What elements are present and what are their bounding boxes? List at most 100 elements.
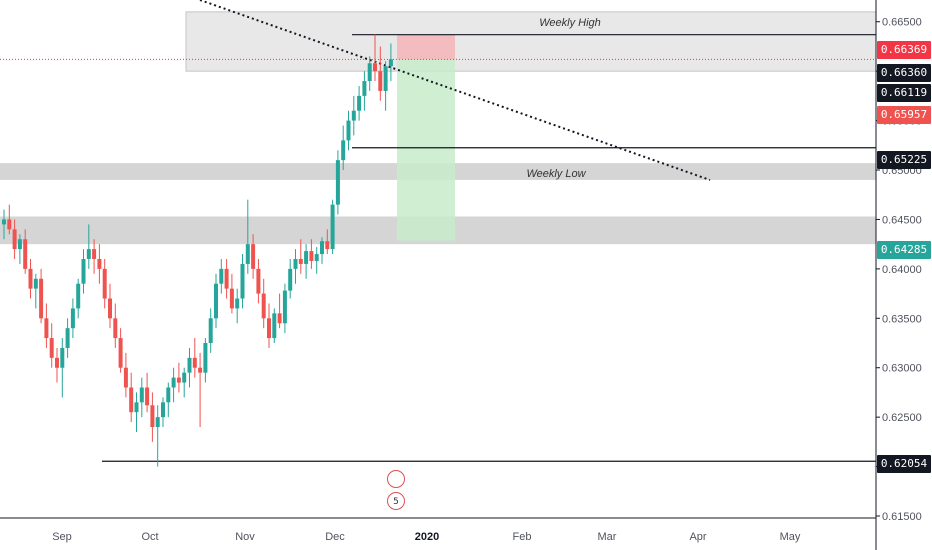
y-tick-label: 0.62500 (882, 412, 922, 424)
candle-body (378, 71, 383, 91)
event-icon-earth[interactable] (387, 470, 405, 488)
x-tick-label: Sep (52, 531, 72, 543)
candle-body (330, 204, 335, 250)
stop-loss-zone (397, 34, 455, 60)
candle-body (97, 258, 102, 269)
candle-body (261, 293, 266, 319)
candle-body (314, 254, 319, 261)
y-tick-label: 0.64500 (882, 214, 922, 226)
candle-body (320, 241, 324, 255)
candle-body (176, 377, 181, 383)
candle-body (388, 59, 393, 67)
candle-body (346, 120, 351, 141)
candle-body (86, 249, 91, 259)
candle-body (256, 268, 261, 294)
candle-body (161, 402, 165, 418)
candle-body (39, 278, 44, 319)
candle-body (267, 318, 271, 339)
y-tick-label: 0.64000 (882, 264, 922, 276)
candle-body (282, 290, 287, 324)
candle-body (92, 249, 97, 259)
price-label: 0.66360 (877, 64, 931, 82)
candle-body (182, 372, 187, 383)
candle-body (357, 95, 362, 111)
price-label: 0.64285 (877, 241, 931, 259)
candle-body (113, 318, 118, 339)
candle-body (383, 66, 388, 91)
zone-label-1: Weekly Low (526, 168, 586, 180)
candle-body (219, 268, 224, 284)
candle-body (145, 387, 150, 406)
candle-body (272, 313, 277, 339)
candle-body (102, 268, 107, 299)
candle-body (277, 313, 282, 324)
candle-body (224, 268, 229, 289)
candle-body (341, 140, 346, 161)
x-tick-label: 2020 (415, 531, 439, 543)
x-tick-label: Apr (689, 531, 706, 543)
take-profit-zone (397, 59, 455, 241)
candle-body (23, 239, 28, 269)
candle-body (70, 308, 75, 329)
x-tick-label: Nov (235, 531, 255, 543)
candle-body (309, 251, 314, 261)
candle-body (12, 229, 17, 250)
candle-body (155, 417, 160, 428)
candle-body (166, 387, 171, 403)
candle-body (362, 81, 367, 96)
candle-body (139, 387, 144, 403)
candle-body (65, 328, 70, 348)
candle-body (44, 318, 49, 339)
candle-body (293, 258, 298, 269)
x-tick-label: May (780, 531, 801, 543)
zone-0 (185, 11, 877, 72)
candle-body (229, 288, 234, 309)
candle-body (171, 377, 176, 388)
candle-body (49, 338, 54, 358)
x-tick-label: Mar (598, 531, 617, 543)
y-tick-label: 0.63500 (882, 313, 922, 325)
candle-body (373, 63, 377, 72)
y-tick-label: 0.66500 (882, 17, 922, 29)
candle-body (192, 357, 197, 368)
candle-body (351, 110, 356, 121)
candle-body (325, 241, 330, 250)
candle-body (367, 63, 372, 82)
candle-body (118, 338, 123, 368)
x-tick-label: Feb (513, 531, 532, 543)
price-label: 0.66369 (877, 41, 931, 59)
x-tick-label: Oct (141, 531, 158, 543)
candle-body (245, 244, 250, 264)
candle-body (304, 251, 309, 264)
candle-body (203, 343, 208, 373)
event-icon-us[interactable]: 5 (387, 492, 405, 510)
candle-body (208, 318, 213, 344)
price-label: 0.62054 (877, 455, 931, 473)
candle-body (108, 298, 112, 319)
y-tick-label: 0.63000 (882, 363, 922, 375)
candle-body (81, 258, 86, 284)
trendline (199, 0, 711, 181)
candle-body (240, 263, 245, 299)
candle-body (2, 219, 6, 225)
candle-body (251, 244, 256, 269)
candle-body (198, 367, 203, 373)
candle-body (288, 268, 293, 291)
candle-body (335, 160, 340, 205)
candle-body (214, 283, 218, 319)
candle-body (123, 367, 128, 388)
candle-body (76, 283, 81, 309)
candle-body (33, 278, 38, 289)
candle-body (235, 298, 240, 309)
candle-body (17, 239, 22, 250)
candle-body (7, 219, 12, 230)
price-label: 0.65957 (877, 106, 931, 124)
y-tick-label: 0.61500 (882, 511, 922, 523)
candle-body (28, 268, 33, 289)
price-label: 0.65225 (877, 151, 931, 169)
candle-body (187, 357, 192, 373)
x-tick-label: Dec (325, 531, 345, 543)
candle-body (150, 405, 155, 428)
